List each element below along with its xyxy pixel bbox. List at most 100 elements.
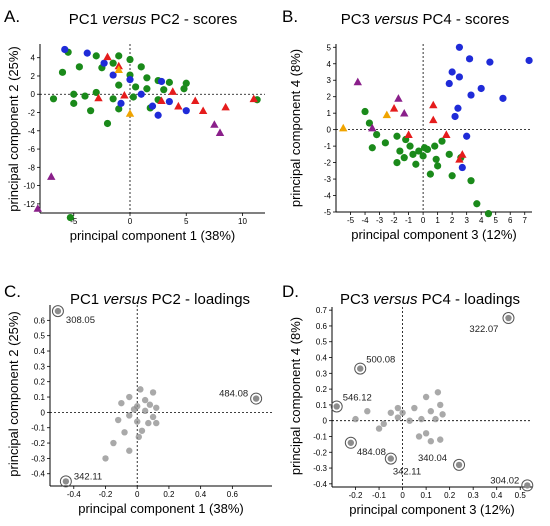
data-point xyxy=(455,73,464,81)
highlighted-loading-point xyxy=(62,478,70,485)
highlight-ring xyxy=(384,452,397,465)
loading-point xyxy=(437,436,444,443)
data-point xyxy=(58,68,67,76)
data-point xyxy=(117,99,125,107)
data-point xyxy=(451,112,459,121)
x-tick-label: -5 xyxy=(347,216,355,225)
y-tick-label: 0 xyxy=(41,408,46,417)
title-part: PC4 - loadings xyxy=(417,291,520,308)
title-italic: versus xyxy=(103,291,148,308)
loading-label: 546.12 xyxy=(343,392,372,403)
data-point xyxy=(467,91,475,99)
data-point xyxy=(353,77,362,86)
data-point xyxy=(448,172,456,180)
panel-d: D. PC3 versus PC4 - loadings -0.2 -0.1 0 0.1 0… xyxy=(282,282,534,517)
data-point xyxy=(221,102,230,111)
x-tick-label: 10 xyxy=(238,217,247,226)
y-tick-label: -0.3 xyxy=(31,454,45,463)
data-point xyxy=(339,123,348,132)
highlighted-loading-point xyxy=(252,395,260,402)
x-tick-label: -0.2 xyxy=(349,491,363,500)
x-tick-label: 0.2 xyxy=(163,490,175,499)
title-part: PC2 - scores xyxy=(146,11,237,28)
data-point xyxy=(210,120,219,128)
x-tick-label: 7 xyxy=(523,216,528,225)
title-part: PC3 xyxy=(340,291,373,308)
data-point xyxy=(525,56,533,65)
y-tick-label: -8 xyxy=(28,163,36,172)
x-tick-label: -4 xyxy=(361,216,369,225)
loading-point xyxy=(126,393,133,401)
data-point xyxy=(115,105,123,113)
y-tick-label: 3 xyxy=(327,76,332,85)
data-point xyxy=(87,107,95,115)
data-point xyxy=(426,170,434,178)
y-tick-label: 0.1 xyxy=(34,393,46,402)
loading-label: 484.08 xyxy=(219,389,248,400)
data-point xyxy=(143,85,151,93)
y-tick-label: 0.5 xyxy=(316,338,328,347)
loading-point xyxy=(418,415,425,423)
loading-point xyxy=(394,404,402,412)
data-point xyxy=(429,100,438,109)
data-point xyxy=(165,78,173,86)
highlight-ring xyxy=(521,479,534,492)
data-point xyxy=(458,150,467,158)
data-point xyxy=(49,95,58,103)
loading-point xyxy=(146,401,154,408)
data-point xyxy=(394,94,403,102)
loading-point xyxy=(145,419,152,427)
y-tick-label: 0.5 xyxy=(34,332,46,341)
data-point xyxy=(47,172,56,180)
loading-label: 484.08 xyxy=(357,447,386,458)
highlighted-loading-point xyxy=(387,455,395,462)
loading-point xyxy=(137,386,144,393)
loading-label: 308.05 xyxy=(66,315,95,326)
title-italic: versus xyxy=(102,11,147,28)
x-tick-label: 0 xyxy=(128,217,133,226)
y-tick-label: -4 xyxy=(324,192,332,201)
loading-point xyxy=(141,407,149,415)
data-point xyxy=(373,130,381,139)
data-point xyxy=(419,152,427,160)
data-point xyxy=(126,76,134,84)
y-tick-label: 0.3 xyxy=(316,369,328,378)
data-point xyxy=(458,163,466,172)
data-point xyxy=(404,130,413,138)
data-point xyxy=(109,71,117,79)
title-part: PC4 - scores xyxy=(418,11,509,28)
y-tick-label: -0.4 xyxy=(313,480,327,489)
x-tick-label: 3 xyxy=(464,216,469,225)
loading-point xyxy=(387,409,395,416)
data-point xyxy=(445,79,453,88)
data-point xyxy=(455,43,464,51)
data-point xyxy=(132,83,140,91)
loading-point xyxy=(153,404,160,411)
data-point xyxy=(70,90,78,98)
data-point xyxy=(382,110,392,119)
x-tick-label: -1 xyxy=(405,216,413,225)
data-point xyxy=(454,104,462,112)
y-tick-label: 0.1 xyxy=(316,401,328,410)
data-point xyxy=(415,147,423,155)
loading-point xyxy=(130,406,138,413)
loading-point xyxy=(432,415,439,423)
title-italic: versus xyxy=(374,11,419,28)
data-point xyxy=(198,106,208,115)
loading-point xyxy=(126,412,133,419)
x-tick-label: 5 xyxy=(184,217,189,226)
highlight-ring xyxy=(250,392,263,405)
highlight-ring xyxy=(59,475,72,488)
data-point xyxy=(409,150,417,158)
loading-point xyxy=(364,408,371,415)
x-tick-label: -0.1 xyxy=(372,491,386,500)
y-tick-label: 2 xyxy=(31,72,36,81)
panel-title: PC3 versus PC4 - loadings xyxy=(340,291,520,308)
y-tick-label: 0.3 xyxy=(34,362,46,371)
data-point xyxy=(420,144,429,152)
loading-point xyxy=(102,455,109,462)
y-tick-label: 4 xyxy=(327,60,332,69)
highlight-ring xyxy=(330,400,343,413)
data-point xyxy=(467,177,475,185)
loading-point xyxy=(394,414,402,421)
